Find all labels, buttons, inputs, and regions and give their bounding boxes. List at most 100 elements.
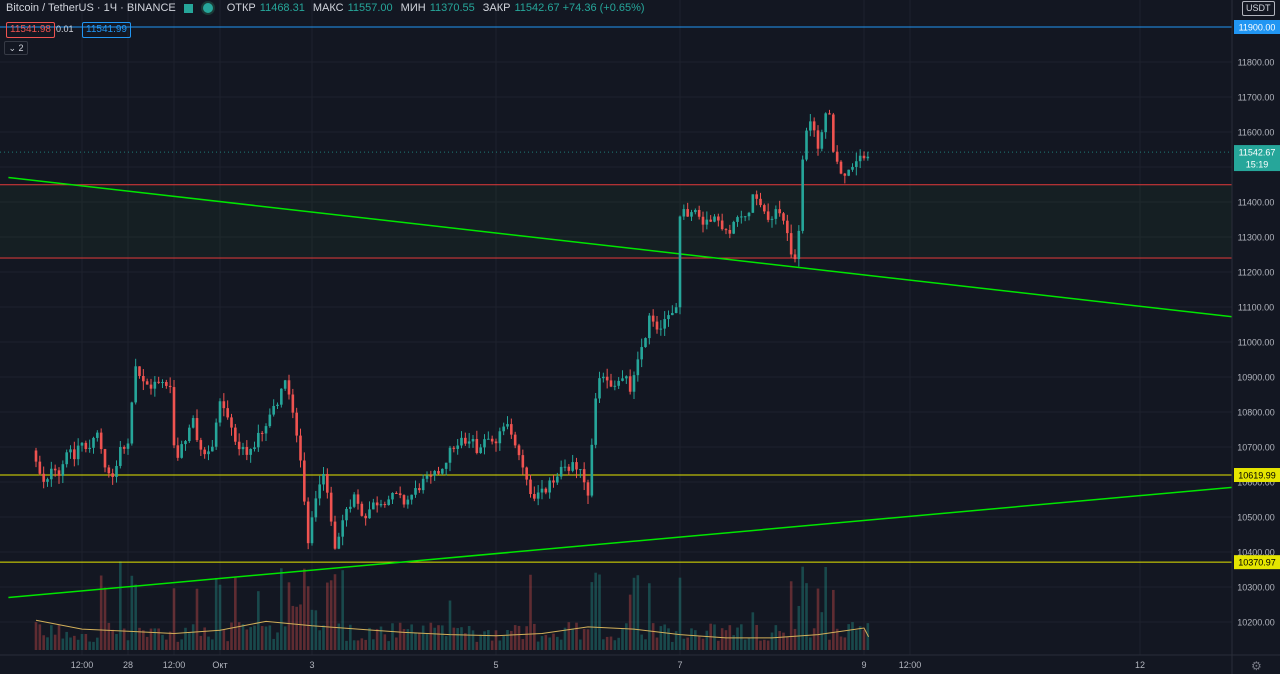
volume-bar bbox=[613, 640, 617, 650]
candle-body bbox=[667, 315, 670, 320]
candle-body bbox=[364, 515, 367, 519]
volume-bar bbox=[245, 629, 249, 650]
candle-body bbox=[299, 435, 302, 461]
price-tick-label: 10900.00 bbox=[1237, 373, 1275, 383]
level-price-text: 10619.99 bbox=[1238, 471, 1276, 481]
volume-bar bbox=[260, 626, 264, 650]
volume-bar bbox=[111, 629, 114, 650]
volume-bar bbox=[387, 641, 390, 650]
zone-rect[interactable] bbox=[0, 184, 1280, 259]
volume-bar bbox=[226, 641, 229, 650]
candle-body bbox=[99, 432, 103, 450]
candle-body bbox=[65, 452, 68, 465]
candle-body bbox=[502, 426, 505, 432]
candle-body bbox=[188, 427, 191, 442]
candle-body bbox=[579, 469, 582, 471]
trendline[interactable] bbox=[8, 176, 1280, 413]
candle-body bbox=[149, 384, 153, 389]
volume-bar bbox=[648, 583, 651, 650]
grid bbox=[0, 0, 1232, 655]
candle-body bbox=[211, 446, 214, 452]
candle-body bbox=[851, 166, 854, 170]
candle-body bbox=[552, 480, 555, 483]
volume-bar bbox=[460, 627, 463, 650]
candle-body bbox=[625, 376, 628, 379]
level-price-badge[interactable] bbox=[1234, 468, 1280, 483]
volume-bar bbox=[483, 631, 486, 650]
symbol-legend: Bitcoin / TetherUS · 1Ч · BINANCE ОТКР 11… bbox=[6, 2, 645, 14]
volume-bar bbox=[824, 567, 827, 650]
candle-body bbox=[168, 385, 172, 388]
volume-bar bbox=[234, 577, 237, 650]
volume-bar bbox=[437, 625, 440, 650]
level-price-badge[interactable] bbox=[1234, 20, 1280, 34]
volume-bar bbox=[694, 630, 697, 650]
trendlines[interactable] bbox=[8, 176, 1280, 599]
trendline[interactable] bbox=[8, 412, 1280, 599]
candle-body bbox=[53, 468, 57, 471]
candle-body bbox=[510, 424, 513, 435]
indicators-toggle-button[interactable]: ⌄ 2 bbox=[4, 41, 28, 55]
candle-body bbox=[594, 398, 597, 445]
level-price-text: 11900.00 bbox=[1239, 23, 1276, 33]
gear-icon[interactable]: ⚙ bbox=[1251, 659, 1262, 673]
candle-body bbox=[218, 401, 222, 423]
candle-body bbox=[383, 504, 387, 506]
price-axis[interactable]: 10200.00 10300.00 10400.00 10500.00 10600.00… bbox=[1231, 0, 1280, 674]
volume-bar bbox=[299, 604, 302, 650]
volume-bar bbox=[165, 639, 168, 650]
horizontal-levels[interactable] bbox=[0, 26, 1232, 563]
volume-bar bbox=[510, 630, 513, 650]
candle-body bbox=[234, 427, 237, 442]
candle-body bbox=[142, 375, 145, 382]
volume-bar bbox=[333, 574, 337, 650]
resistance-zone[interactable] bbox=[0, 184, 1280, 259]
candle-body bbox=[544, 488, 548, 493]
symbol-title[interactable]: Bitcoin / TetherUS · 1Ч · BINANCE bbox=[6, 2, 176, 14]
volume-ma-line bbox=[35, 619, 870, 639]
level-price-badge[interactable] bbox=[1234, 555, 1280, 570]
volume-bar bbox=[540, 636, 544, 650]
time-tick-label: 3 bbox=[309, 660, 314, 670]
candle-body bbox=[84, 442, 88, 449]
volume-bar bbox=[456, 628, 459, 650]
price-tick-label: 10700.00 bbox=[1237, 443, 1275, 453]
volume-bar bbox=[682, 638, 686, 650]
close-label: ЗАКР bbox=[482, 2, 511, 14]
volume-bar bbox=[736, 627, 739, 650]
candle-body bbox=[314, 498, 318, 518]
currency-button[interactable]: USDT bbox=[1242, 1, 1275, 16]
high-label: МАКС bbox=[312, 2, 344, 14]
volume-bar bbox=[38, 624, 42, 650]
volume-bar bbox=[717, 640, 720, 650]
candle-body bbox=[839, 161, 843, 174]
candle-body bbox=[866, 156, 870, 159]
volume-bar bbox=[356, 640, 360, 650]
volume-bar bbox=[73, 635, 76, 650]
candle-body bbox=[50, 468, 53, 480]
sell-price-button[interactable]: 11541.98 bbox=[6, 22, 55, 38]
volume-bar bbox=[318, 630, 321, 650]
candle-body bbox=[805, 130, 808, 160]
volume-bar bbox=[65, 631, 68, 650]
volume-bar bbox=[828, 639, 831, 650]
price-tick-label: 11700.00 bbox=[1238, 93, 1275, 103]
candle-body bbox=[310, 517, 314, 544]
candle-body bbox=[862, 155, 866, 159]
volume-bar bbox=[314, 610, 318, 650]
volume-bar bbox=[632, 577, 636, 650]
candle-body bbox=[287, 380, 291, 395]
volume-bar bbox=[575, 622, 578, 650]
candle-body bbox=[717, 216, 720, 221]
countdown-text: 15:19 bbox=[1246, 160, 1269, 170]
volume-bar bbox=[283, 626, 287, 650]
buy-price-button[interactable]: 11541.99 bbox=[82, 22, 131, 38]
last-price-text: 11542.67 bbox=[1239, 148, 1276, 158]
volume-bar bbox=[69, 637, 72, 650]
open-value: 11468.31 bbox=[259, 2, 305, 14]
candle-body bbox=[770, 218, 774, 220]
volume-bar bbox=[57, 624, 61, 650]
candle-body bbox=[759, 198, 762, 206]
